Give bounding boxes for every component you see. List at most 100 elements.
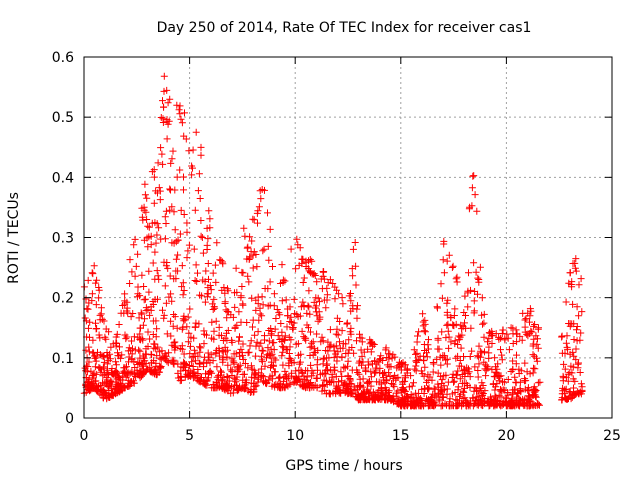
data-point	[241, 385, 249, 393]
data-point	[424, 376, 432, 384]
data-point	[159, 306, 166, 314]
data-point	[167, 159, 175, 167]
data-point	[195, 320, 203, 328]
data-point	[524, 386, 532, 394]
data-point	[292, 265, 300, 273]
data-point	[320, 376, 328, 384]
data-point	[215, 323, 223, 331]
data-point	[526, 312, 534, 320]
data-point	[414, 332, 421, 340]
data-point	[500, 397, 508, 405]
data-point	[259, 347, 267, 355]
data-point	[223, 373, 231, 380]
data-point	[112, 378, 120, 386]
data-point	[413, 349, 421, 357]
data-point	[338, 294, 346, 302]
data-point	[495, 335, 503, 343]
data-point	[369, 342, 377, 350]
data-point	[172, 255, 180, 263]
data-point	[152, 365, 160, 373]
data-point	[276, 373, 284, 381]
data-point	[99, 353, 107, 360]
data-point	[206, 282, 214, 289]
data-point	[273, 306, 281, 313]
data-point	[308, 339, 315, 347]
data-point	[460, 353, 467, 360]
data-point	[287, 313, 295, 321]
data-point	[575, 312, 583, 320]
data-point	[568, 393, 576, 401]
data-point	[504, 376, 512, 383]
data-point	[356, 330, 363, 338]
data-point	[247, 337, 255, 345]
data-point	[246, 233, 254, 241]
data-point	[296, 358, 304, 366]
data-point	[282, 296, 290, 304]
data-point	[201, 353, 208, 361]
data-point	[364, 358, 372, 366]
data-point	[184, 371, 192, 379]
data-point	[126, 280, 134, 287]
data-point	[478, 389, 486, 397]
data-point	[127, 347, 135, 355]
data-point	[278, 384, 286, 392]
data-point	[115, 379, 123, 387]
data-point	[140, 296, 148, 304]
data-point	[231, 324, 239, 332]
data-point	[340, 363, 348, 371]
y-tick-label: 0.2	[52, 291, 74, 307]
data-point	[299, 279, 307, 286]
data-point	[304, 265, 312, 272]
data-point	[328, 371, 336, 379]
data-point	[349, 272, 357, 280]
data-point	[290, 295, 298, 303]
data-point	[423, 349, 430, 357]
data-point	[275, 374, 283, 382]
data-point	[202, 267, 210, 275]
data-point	[278, 297, 286, 305]
data-point	[312, 374, 320, 382]
data-point	[134, 290, 142, 298]
data-point	[512, 378, 520, 386]
data-point	[513, 393, 521, 401]
data-point	[241, 360, 249, 367]
data-point	[236, 361, 244, 369]
data-point	[279, 361, 287, 369]
data-point	[348, 344, 356, 351]
data-point	[530, 383, 538, 391]
data-point	[497, 346, 504, 354]
data-point	[235, 308, 243, 316]
data-point	[558, 349, 566, 357]
data-point	[97, 304, 105, 312]
data-point	[322, 390, 330, 398]
data-point	[135, 371, 143, 379]
data-point	[488, 340, 496, 347]
data-point	[311, 272, 319, 279]
data-point	[494, 397, 501, 404]
data-point	[477, 347, 485, 355]
data-point	[562, 298, 570, 306]
data-point	[91, 363, 99, 371]
data-point	[158, 150, 166, 158]
data-point	[513, 351, 520, 359]
data-point	[192, 261, 200, 269]
data-point	[319, 369, 327, 377]
data-point	[390, 398, 398, 406]
data-point	[349, 245, 357, 253]
data-point	[155, 224, 163, 232]
data-point	[442, 356, 450, 364]
data-point	[480, 358, 488, 366]
data-point	[457, 362, 465, 370]
data-point	[265, 337, 273, 345]
data-point	[359, 375, 367, 383]
data-point	[480, 319, 488, 327]
data-point	[407, 402, 415, 410]
data-point	[277, 320, 285, 327]
data-point	[266, 278, 274, 286]
data-point	[300, 302, 308, 309]
data-point	[344, 373, 352, 381]
data-point	[115, 321, 123, 328]
data-point	[453, 278, 461, 286]
data-point	[530, 322, 538, 330]
data-point	[162, 262, 170, 270]
